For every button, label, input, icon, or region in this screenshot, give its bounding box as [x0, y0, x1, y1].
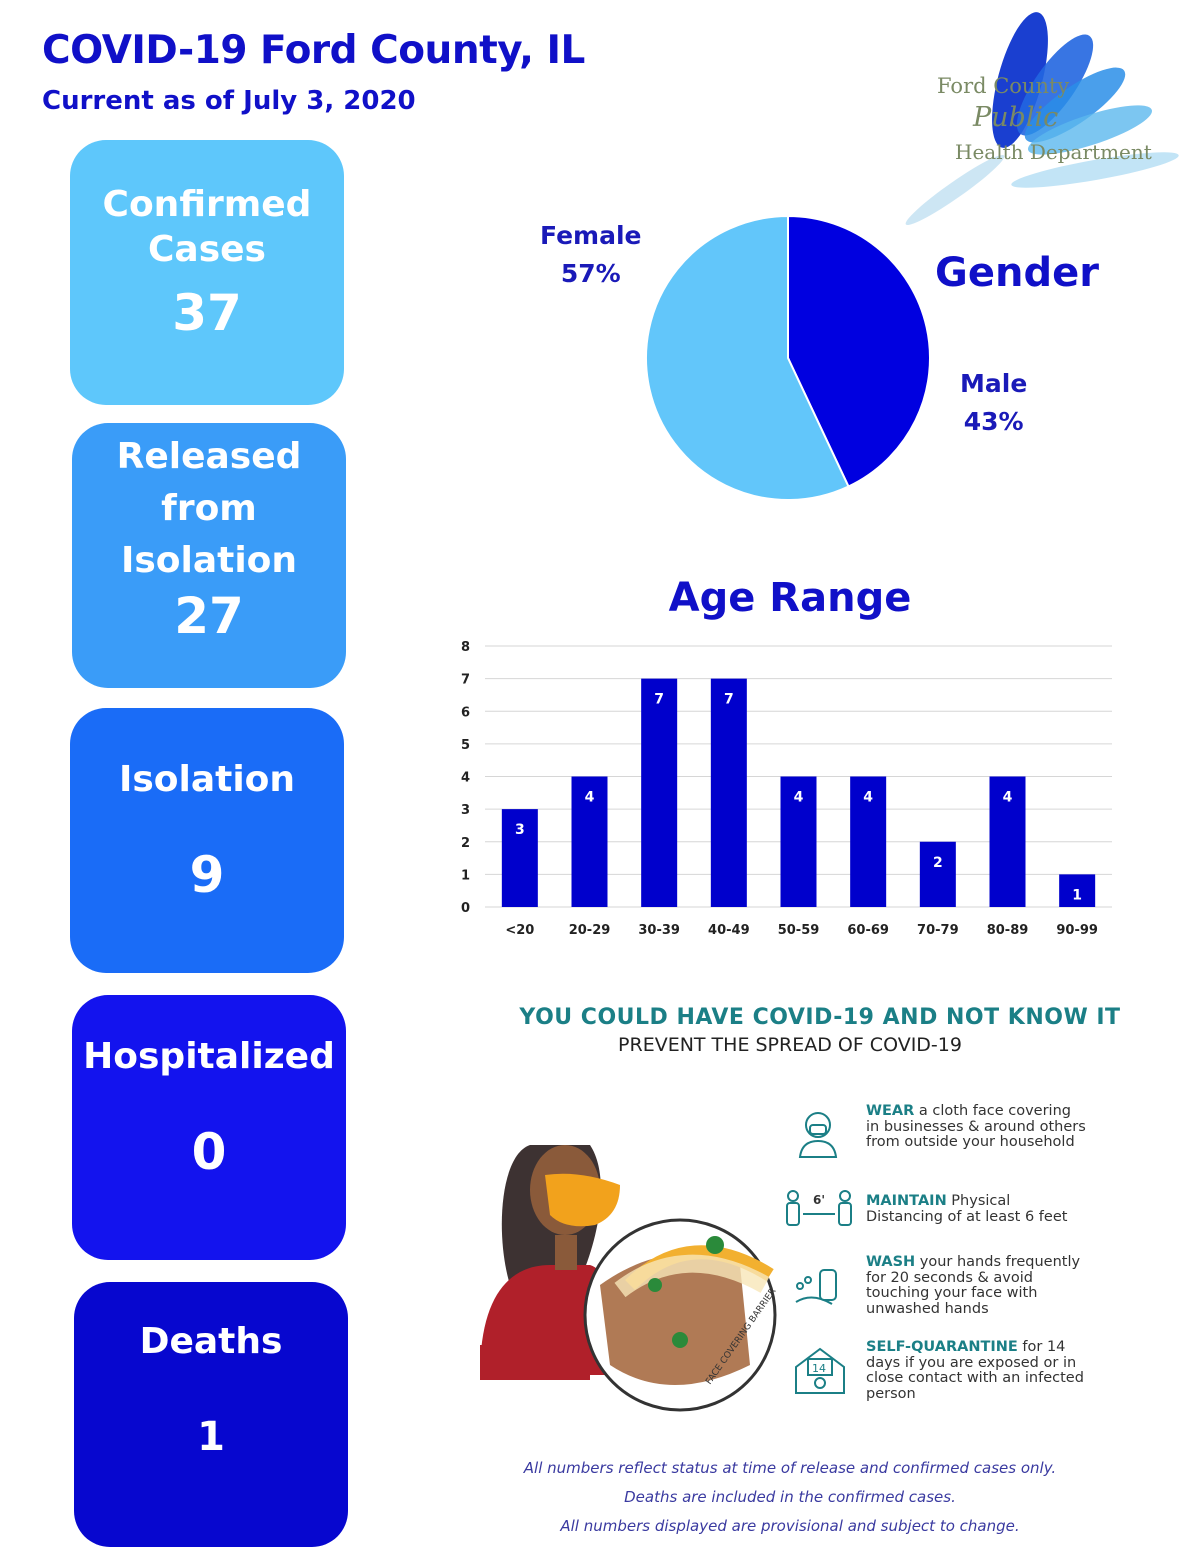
bar-data-label: 7 — [654, 692, 664, 708]
distancing-icon: 6' — [785, 1188, 855, 1244]
y-tick-label: 0 — [461, 901, 470, 916]
bar-data-label: 4 — [1003, 790, 1013, 806]
card-label: Isolation — [118, 759, 296, 800]
tip-keyword: WASH — [866, 1254, 916, 1270]
logo-petals-icon — [905, 12, 1179, 225]
card-value: 1 — [197, 1414, 225, 1460]
footnote-3: All numbers displayed are provisional an… — [560, 1517, 1020, 1535]
card-label: Confirmed Cases — [102, 184, 312, 270]
x-tick-label: 30-39 — [638, 923, 680, 938]
y-tick-label: 1 — [461, 868, 470, 883]
tip-keyword: SELF-QUARANTINE — [866, 1339, 1018, 1355]
bar-data-label: 4 — [794, 790, 804, 806]
bar-70-79 — [919, 841, 956, 907]
x-tick-label: 50-59 — [778, 923, 820, 938]
card-value: 37 — [172, 284, 242, 342]
x-tick-label: 80-89 — [987, 923, 1029, 938]
bar-20-29 — [571, 776, 608, 907]
y-tick-label: 5 — [461, 738, 470, 753]
y-tick-label: 6 — [461, 705, 470, 720]
tip-self-quarantine: SELF-QUARANTINE for 14 days if you are e… — [866, 1339, 1086, 1402]
bar-data-label: 4 — [863, 790, 873, 806]
bar-data-label: 4 — [585, 790, 595, 806]
tip-text: your hands frequently for 20 seconds & a… — [866, 1254, 1081, 1317]
released-card: Released from Isolation 27 — [72, 423, 346, 688]
tip-keyword: WEAR — [866, 1103, 915, 1119]
page-title: COVID-19 Ford County, IL — [42, 28, 585, 73]
prevention-heading: YOU COULD HAVE COVID-19 AND NOT KNOW IT — [519, 1005, 1121, 1030]
isolation-card: Isolation 9 — [70, 708, 344, 973]
page-subtitle: Current as of July 3, 2020 — [42, 86, 416, 116]
age-bar-chart: 0 1 2 3 4 5 6 7 8 3 <20 4 20-29 7 30-39 7 40-49 4 50-59 4 60… — [461, 640, 1112, 938]
masked-woman-illustration: FACE COVERING BARRIER — [480, 1145, 779, 1412]
x-tick-label: 40-49 — [708, 923, 750, 938]
bar-80-89 — [989, 776, 1026, 907]
card-label: Deaths — [139, 1321, 283, 1362]
bar-40-49 — [710, 678, 747, 907]
logo-text-line2: Public — [973, 102, 1059, 133]
prevention-subheading: PREVENT THE SPREAD OF COVID-19 — [618, 1034, 962, 1056]
logo-text-line3: Health Department — [955, 140, 1152, 164]
tip-text: a cloth face covering in businesses & ar… — [866, 1103, 1086, 1150]
pie-slice-male — [787, 214, 931, 488]
bar-90-99 — [1059, 874, 1096, 907]
logo-text-line1: Ford County — [937, 74, 1070, 98]
y-tick-label: 2 — [461, 836, 470, 851]
age-chart-title: Age Range — [668, 575, 912, 621]
y-tick-label: 7 — [461, 673, 470, 688]
pie-label-female: Female 57% — [540, 217, 641, 293]
face-mask-person-icon — [792, 1105, 848, 1161]
confirmed-cases-card: Confirmed Cases 37 — [70, 140, 344, 405]
y-tick-label: 3 — [461, 803, 470, 818]
health-department-logo: Ford County Public Health Department — [895, 10, 1180, 225]
bar-30-39 — [641, 678, 678, 907]
x-tick-label: 70-79 — [917, 923, 959, 938]
quarantine-days-label: 14 — [812, 1362, 826, 1375]
bar-50-59 — [780, 776, 817, 907]
distance-label: 6' — [813, 1193, 825, 1207]
male-value: 43% — [963, 407, 1024, 436]
female-value: 57% — [560, 259, 621, 288]
bar-60-69 — [850, 776, 887, 907]
bar-data-label: 2 — [933, 855, 943, 871]
y-tick-label: 8 — [461, 640, 470, 655]
tip-keyword: MAINTAIN — [866, 1193, 947, 1209]
tip-wash: WASH your hands frequently for 20 second… — [866, 1254, 1086, 1317]
hand-washing-icon — [792, 1262, 848, 1318]
x-tick-label: <20 — [505, 923, 534, 938]
x-tick-label: 20-29 — [569, 923, 611, 938]
quarantine-icon: 14 — [792, 1345, 848, 1401]
footnote-2: Deaths are included in the confirmed cas… — [624, 1488, 956, 1506]
x-tick-label: 60-69 — [847, 923, 889, 938]
tip-text: for 14 days if you are exposed or in clo… — [866, 1339, 1084, 1402]
hospitalized-card: Hospitalized 0 — [72, 995, 346, 1260]
gender-pie-chart — [645, 214, 931, 501]
deaths-card: Deaths 1 — [74, 1282, 348, 1547]
card-label: Hospitalized — [83, 1036, 335, 1077]
tip-maintain: MAINTAIN Physical Distancing of at least… — [866, 1193, 1086, 1225]
bar-data-label: 1 — [1072, 887, 1082, 903]
x-tick-label: 90-99 — [1056, 923, 1098, 938]
footnote-1: All numbers reflect status at time of re… — [523, 1459, 1057, 1477]
tip-wear: WEAR a cloth face covering in businesses… — [866, 1103, 1086, 1151]
tip-text: Physical Distancing of at least 6 feet — [866, 1193, 1068, 1225]
card-value: 27 — [174, 587, 244, 645]
gender-chart-title: Gender — [935, 250, 1099, 296]
pie-slice-female — [645, 214, 850, 501]
card-value: 9 — [189, 846, 225, 904]
female-label: Female — [540, 221, 642, 250]
pie-label-male: Male 43% — [960, 365, 1027, 441]
card-value: 0 — [191, 1123, 227, 1181]
card-label: Released from Isolation — [116, 436, 302, 581]
bar-data-label: 7 — [724, 692, 734, 708]
bar-<20 — [501, 809, 538, 907]
bar-data-label: 3 — [515, 822, 525, 838]
y-tick-label: 4 — [461, 771, 470, 786]
male-label: Male — [960, 369, 1028, 398]
